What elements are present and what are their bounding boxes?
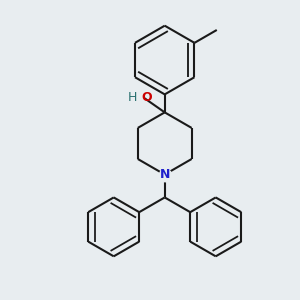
Text: O: O [141,91,152,104]
Text: N: N [160,168,170,181]
Text: H: H [128,91,137,104]
